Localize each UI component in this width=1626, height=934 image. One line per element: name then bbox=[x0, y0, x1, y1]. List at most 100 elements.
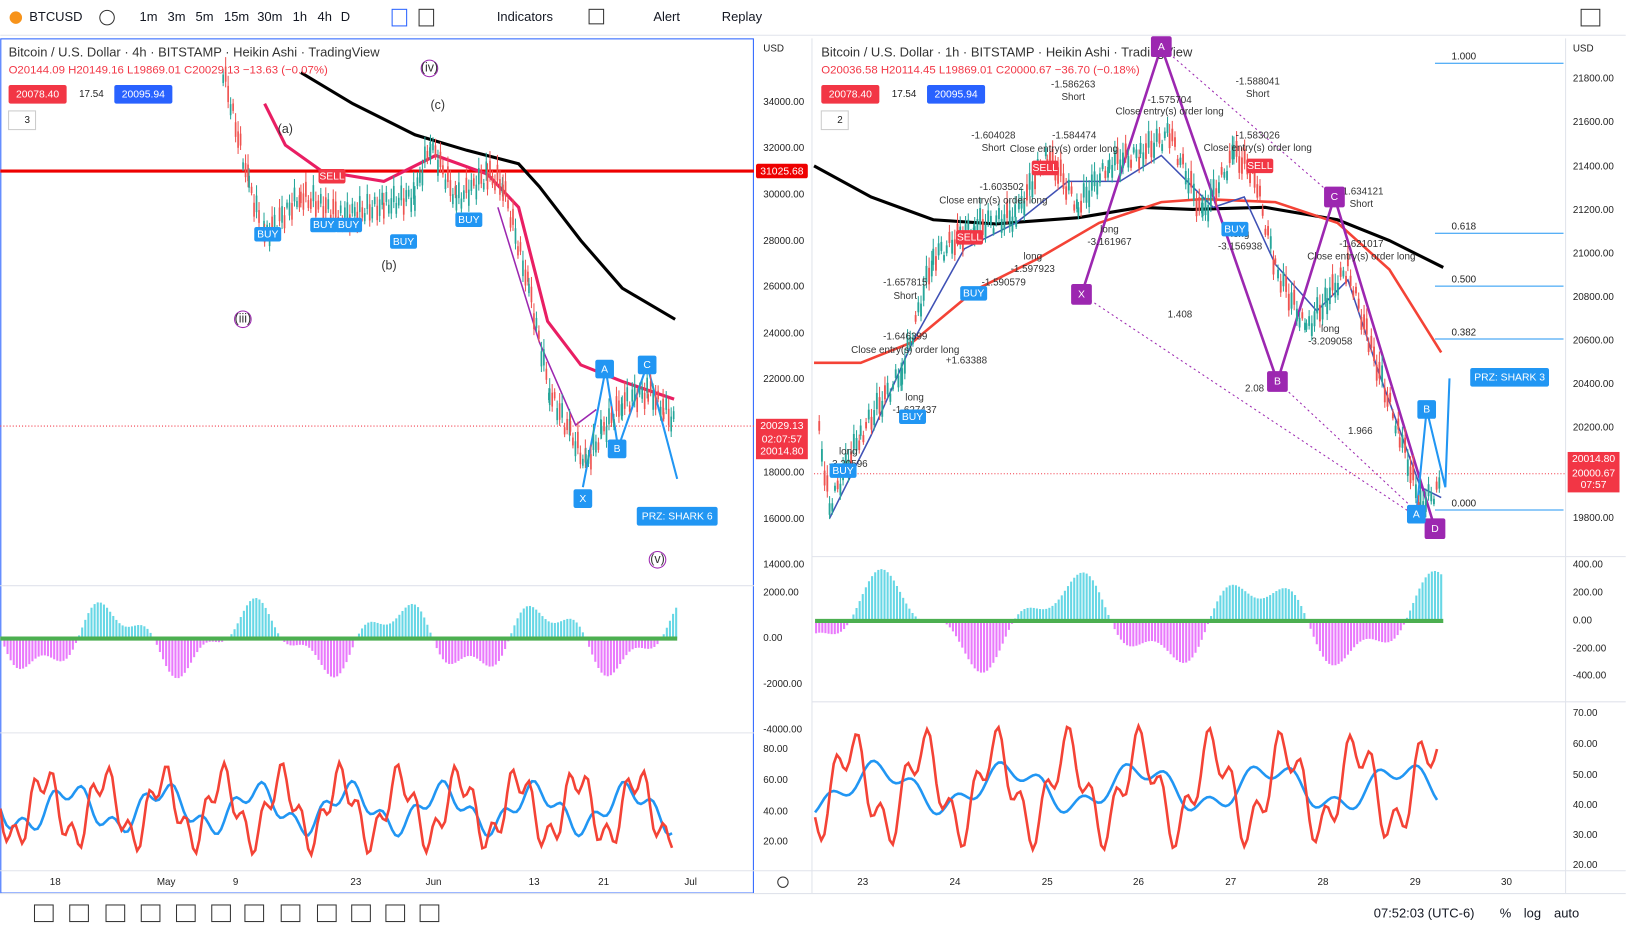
strategy-note: -3.156938 bbox=[1218, 241, 1263, 252]
chart-title: Bitcoin / U.S. Dollar · 4h · BITSTAMP · … bbox=[9, 44, 381, 59]
interval[interactable]: 3m bbox=[168, 9, 186, 24]
histogram-bar bbox=[1430, 571, 1433, 621]
signal: BUY bbox=[902, 412, 923, 423]
histogram-bar bbox=[25, 638, 28, 667]
histogram-bar bbox=[407, 605, 410, 639]
histogram-bar bbox=[1045, 608, 1048, 621]
percent-toggle[interactable]: % bbox=[1500, 906, 1512, 921]
candle bbox=[250, 186, 253, 194]
auto-toggle[interactable]: auto bbox=[1554, 906, 1579, 921]
interval[interactable]: 1m bbox=[140, 9, 158, 24]
osc-tick: -2000.00 bbox=[763, 679, 802, 690]
histogram-bar bbox=[1284, 588, 1287, 621]
rsi-tick: 70.00 bbox=[1573, 708, 1598, 719]
drawing-tool[interactable] bbox=[316, 904, 337, 923]
histogram-bar bbox=[1032, 607, 1035, 621]
histogram-bar bbox=[202, 638, 205, 645]
histogram-bar bbox=[1079, 572, 1082, 621]
histogram-bar bbox=[1315, 620, 1318, 645]
histogram-bar bbox=[336, 638, 339, 677]
histogram-bar bbox=[382, 624, 385, 639]
histogram-bar bbox=[662, 634, 665, 639]
interval[interactable]: 4h bbox=[318, 9, 332, 24]
candle bbox=[1328, 287, 1331, 305]
histogram-bar bbox=[168, 638, 171, 672]
histogram-bar bbox=[401, 611, 404, 639]
split-icon[interactable] bbox=[1580, 8, 1601, 27]
candle bbox=[361, 207, 364, 218]
interval[interactable]: D bbox=[341, 9, 350, 24]
log-toggle[interactable]: log bbox=[1524, 906, 1541, 921]
time-tick: 21 bbox=[598, 877, 609, 888]
histogram-bar bbox=[361, 628, 364, 639]
layout-icon[interactable] bbox=[588, 8, 605, 25]
wave-label: (c) bbox=[430, 98, 444, 112]
histogram-bar bbox=[420, 611, 423, 639]
settings-icon[interactable] bbox=[777, 876, 789, 888]
candle bbox=[332, 198, 335, 215]
histogram-bar bbox=[591, 638, 594, 655]
signal-box bbox=[1221, 221, 1249, 237]
histogram-bar bbox=[1129, 620, 1132, 647]
histogram-bar bbox=[821, 620, 824, 633]
candle bbox=[1142, 152, 1145, 167]
osc-tick: 200.00 bbox=[1573, 588, 1604, 599]
histogram-bar bbox=[830, 620, 833, 635]
drawing-tool[interactable] bbox=[351, 904, 371, 923]
alert-button[interactable]: Alert bbox=[653, 9, 680, 24]
histogram-bar bbox=[295, 638, 298, 646]
candle bbox=[587, 455, 590, 464]
drawing-tool[interactable] bbox=[244, 904, 265, 923]
histogram-bar bbox=[1225, 587, 1228, 621]
interval[interactable]: 15m bbox=[224, 9, 249, 24]
histogram-bar bbox=[1054, 603, 1057, 621]
drawing-tool[interactable] bbox=[33, 904, 54, 923]
chart-style-icon[interactable] bbox=[418, 8, 435, 27]
drawing-tool[interactable] bbox=[105, 904, 126, 923]
candle bbox=[439, 151, 442, 168]
drawing-tool[interactable] bbox=[280, 904, 301, 923]
candle bbox=[1355, 286, 1357, 294]
candle bbox=[582, 458, 584, 466]
interval[interactable]: 1h bbox=[293, 9, 307, 24]
drawing-tool[interactable] bbox=[419, 904, 440, 923]
strategy-note: -1.597923 bbox=[1011, 264, 1056, 275]
drawing-tool[interactable] bbox=[140, 904, 161, 923]
add-symbol[interactable] bbox=[99, 9, 115, 26]
histogram-bar bbox=[1259, 598, 1262, 621]
candle bbox=[551, 392, 554, 407]
histogram-bar bbox=[874, 572, 877, 621]
strategy-note: -1.586263 bbox=[1051, 80, 1096, 91]
histogram-bar bbox=[892, 580, 895, 621]
histogram-bar bbox=[261, 602, 264, 639]
histogram-bar bbox=[301, 638, 305, 645]
candle bbox=[286, 202, 288, 208]
replay-button[interactable]: Replay bbox=[722, 9, 763, 24]
candle bbox=[1324, 287, 1327, 302]
candle bbox=[930, 260, 933, 277]
candle bbox=[577, 431, 579, 449]
histogram-bar bbox=[239, 617, 242, 639]
candle bbox=[1070, 186, 1073, 194]
drawing-tool[interactable] bbox=[211, 904, 231, 923]
histogram-bar bbox=[1188, 620, 1191, 661]
histogram-bar bbox=[1303, 613, 1306, 621]
interval[interactable]: 5m bbox=[196, 9, 214, 24]
histogram-bar bbox=[846, 620, 849, 626]
chart-type-icon[interactable] bbox=[391, 8, 408, 27]
candle bbox=[1406, 459, 1409, 476]
histogram-bar bbox=[1001, 620, 1004, 644]
histogram-bar bbox=[1365, 620, 1368, 639]
candle bbox=[600, 425, 603, 436]
strategy-note: long bbox=[1100, 225, 1119, 236]
indicators-button[interactable]: Indicators bbox=[497, 9, 553, 24]
histogram-bar bbox=[656, 638, 659, 645]
drawing-tool[interactable] bbox=[385, 904, 406, 923]
signal: SELL bbox=[319, 171, 345, 182]
drawing-tool[interactable] bbox=[175, 904, 196, 923]
drawing-tool[interactable] bbox=[69, 904, 89, 923]
interval[interactable]: 30m bbox=[257, 9, 282, 24]
strategy-note: Close entry(s) order long bbox=[1116, 107, 1224, 118]
histogram-bar bbox=[955, 620, 958, 637]
candle bbox=[405, 190, 408, 202]
